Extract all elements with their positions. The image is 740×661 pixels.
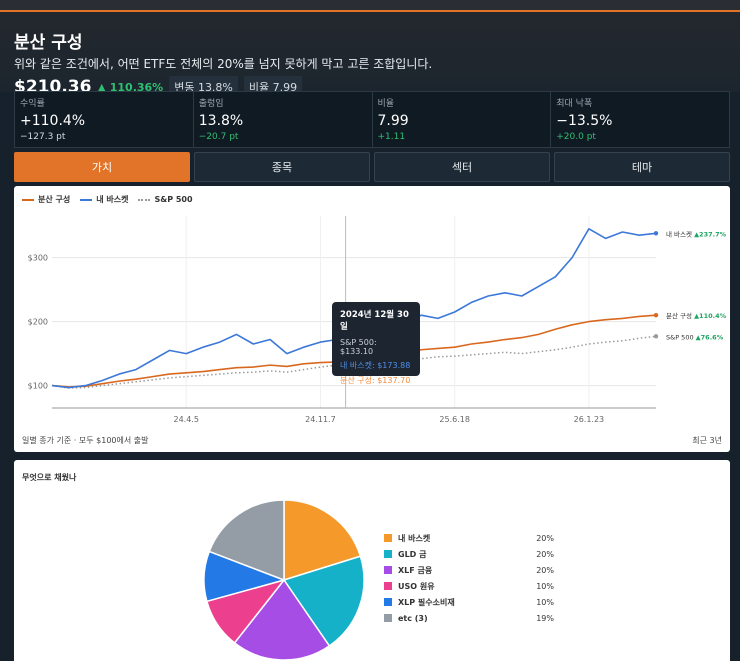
legend-value: 20% xyxy=(536,565,554,575)
allocation-title: 무엇으로 채웠나 xyxy=(22,473,77,482)
legend-swatch xyxy=(384,582,392,590)
view-tabs: 가치 종목 섹터 테마 xyxy=(14,152,730,182)
end-label-name: 내 바스켓 xyxy=(666,229,694,238)
legend-label: etc (3) xyxy=(398,613,428,623)
legend-swatch xyxy=(384,534,392,542)
legend-value: 20% xyxy=(536,549,554,559)
metric-volatility: 출렁임 13.8% −20.7 pt xyxy=(194,92,373,147)
metric-value: −13.5% xyxy=(556,113,613,129)
allocation-legend-item: 내 바스켓 20% xyxy=(384,530,554,546)
end-label-name: 분산 구성 xyxy=(666,311,694,320)
legend-swatch xyxy=(384,614,392,622)
allocation-legend-item: XLP 필수소비재 10% xyxy=(384,594,554,610)
top-bar xyxy=(0,0,740,10)
series-end-point xyxy=(653,334,659,339)
tooltip-diversified: 분산 구성: $137.70 xyxy=(340,376,411,385)
legend-value: 10% xyxy=(536,581,554,591)
metric-ratio: 비율 7.99 +1.11 xyxy=(373,92,552,147)
legend-swatch xyxy=(384,550,392,558)
tooltip-my-basket: 내 바스켓: $173.88 xyxy=(340,361,411,370)
metrics-panel: 수익률 +110.4% −127.3 pt 출렁임 13.8% −20.7 pt… xyxy=(14,91,730,148)
legend-value: 20% xyxy=(536,533,554,543)
tab-sector[interactable]: 섹터 xyxy=(374,152,550,182)
legend-diversified[interactable]: 분산 구성 xyxy=(22,194,70,205)
tab-holdings[interactable]: 종목 xyxy=(194,152,370,182)
tooltip-date: 2024년 12월 30일 xyxy=(340,310,409,332)
series-end-label: 내 바스켓 ▲237.7% xyxy=(666,229,727,238)
metric-sub: −20.7 pt xyxy=(198,132,239,142)
metric-sub: +20.0 pt xyxy=(556,132,596,142)
y-tick-label: $300 xyxy=(28,254,48,263)
tab-value[interactable]: 가치 xyxy=(14,152,190,182)
allocation-legend-item: etc (3) 19% xyxy=(384,610,554,626)
legend-my-basket[interactable]: 내 바스켓 xyxy=(80,194,128,205)
legend-label: GLD 금 xyxy=(398,549,427,559)
legend-label: XLF 금융 xyxy=(398,565,433,575)
x-tick-label: 24.4.5 xyxy=(173,415,198,424)
x-tick-label: 24.11.7 xyxy=(305,415,336,424)
legend-value: 19% xyxy=(536,613,554,623)
tooltip-sp500: S&P 500: $133.10 xyxy=(340,338,377,356)
chart-tooltip: 2024년 12월 30일 S&P 500: $133.10 내 바스켓: $1… xyxy=(332,302,420,385)
metric-label: 수익률 xyxy=(20,99,45,109)
chart-footnote: 일별 종가 기준 · 모두 $100에서 출발 xyxy=(22,436,149,445)
series-end-label: S&P 500 ▲76.6% xyxy=(666,333,724,341)
allocation-pie-chart[interactable] xyxy=(202,498,366,661)
legend-swatch xyxy=(22,198,34,201)
allocation-legend-item: XLF 금융 20% xyxy=(384,562,554,578)
end-label-change: ▲237.7% xyxy=(694,230,727,238)
metric-label: 비율 xyxy=(377,99,395,109)
pie-slice[interactable] xyxy=(282,555,365,647)
chart-legend: 분산 구성 내 바스켓 S&P 500 xyxy=(22,194,193,205)
chart-range-label: 최근 3년 xyxy=(692,436,722,445)
metric-sub: +1.11 xyxy=(377,132,406,142)
legend-swatch xyxy=(384,598,392,606)
price-change: ▲ 110.36% xyxy=(97,80,164,94)
performance-chart-card[interactable]: 분산 구성 내 바스켓 S&P 500 $100 $200 $300 24.4.5 24… xyxy=(14,186,730,452)
legend-swatch xyxy=(384,566,392,574)
pie-slice[interactable] xyxy=(208,499,285,582)
y-tick-label: $100 xyxy=(28,382,48,391)
metric-value: 13.8% xyxy=(198,113,244,129)
header: 분산 구성 위와 같은 조건에서, 어떤 ETF도 전체의 20%를 넘지 못하… xyxy=(0,12,740,98)
line-chart[interactable]: $100 $200 $300 24.4.5 24.11.7 25.6.18 26.1.23 내… xyxy=(14,186,730,452)
top-accent-line xyxy=(0,10,740,12)
end-label-change: ▲76.6% xyxy=(696,333,724,341)
legend-label: S&P 500 xyxy=(154,195,193,204)
allocation-legend-item: GLD 금 20% xyxy=(384,546,554,562)
legend-swatch xyxy=(80,198,93,201)
metric-return: 수익률 +110.4% −127.3 pt xyxy=(15,92,194,147)
page-title: 분산 구성 xyxy=(14,33,83,53)
page-subtitle: 위와 같은 조건에서, 어떤 ETF도 전체의 20%를 넘지 못하게 막고 고… xyxy=(14,57,433,71)
end-label-change: ▲110.4% xyxy=(694,312,727,320)
metric-value: +110.4% xyxy=(20,113,86,129)
allocation-card: 무엇으로 채웠나 내 바스켓 20% GLD 금 20% XLF 금융 20% USO 원유… xyxy=(14,460,730,661)
metric-value: 7.99 xyxy=(377,113,409,129)
series-line[interactable] xyxy=(51,335,657,389)
x-tick-label: 25.6.18 xyxy=(439,415,470,424)
metric-label: 출렁임 xyxy=(198,99,224,109)
allocation-legend: 내 바스켓 20% GLD 금 20% XLF 금융 20% USO 원유 10% XLP 필수… xyxy=(384,530,554,626)
y-tick-label: $200 xyxy=(28,318,48,327)
pie-slice[interactable] xyxy=(233,578,331,661)
legend-swatch xyxy=(138,198,151,201)
legend-value: 10% xyxy=(536,597,554,607)
end-label-name: S&P 500 xyxy=(666,333,696,341)
legend-label: 분산 구성 xyxy=(38,195,71,204)
series-end-point xyxy=(653,313,659,318)
pie-slice[interactable] xyxy=(283,499,362,582)
legend-label: XLP 필수소비재 xyxy=(398,597,455,607)
legend-label: USO 원유 xyxy=(398,581,435,591)
tab-theme[interactable]: 테마 xyxy=(554,152,730,182)
metric-max-drawdown: 최대 낙폭 −13.5% +20.0 pt xyxy=(551,92,729,147)
series-end-point xyxy=(653,231,659,236)
metric-label: 최대 낙폭 xyxy=(556,99,593,109)
allocation-legend-item: USO 원유 10% xyxy=(384,578,554,594)
x-tick-label: 26.1.23 xyxy=(574,415,605,424)
legend-sp500[interactable]: S&P 500 xyxy=(138,194,193,205)
series-end-label: 분산 구성 ▲110.4% xyxy=(666,311,727,320)
legend-label: 내 바스켓 xyxy=(398,533,431,543)
metric-sub: −127.3 pt xyxy=(20,132,66,142)
legend-label: 내 바스켓 xyxy=(96,195,129,204)
